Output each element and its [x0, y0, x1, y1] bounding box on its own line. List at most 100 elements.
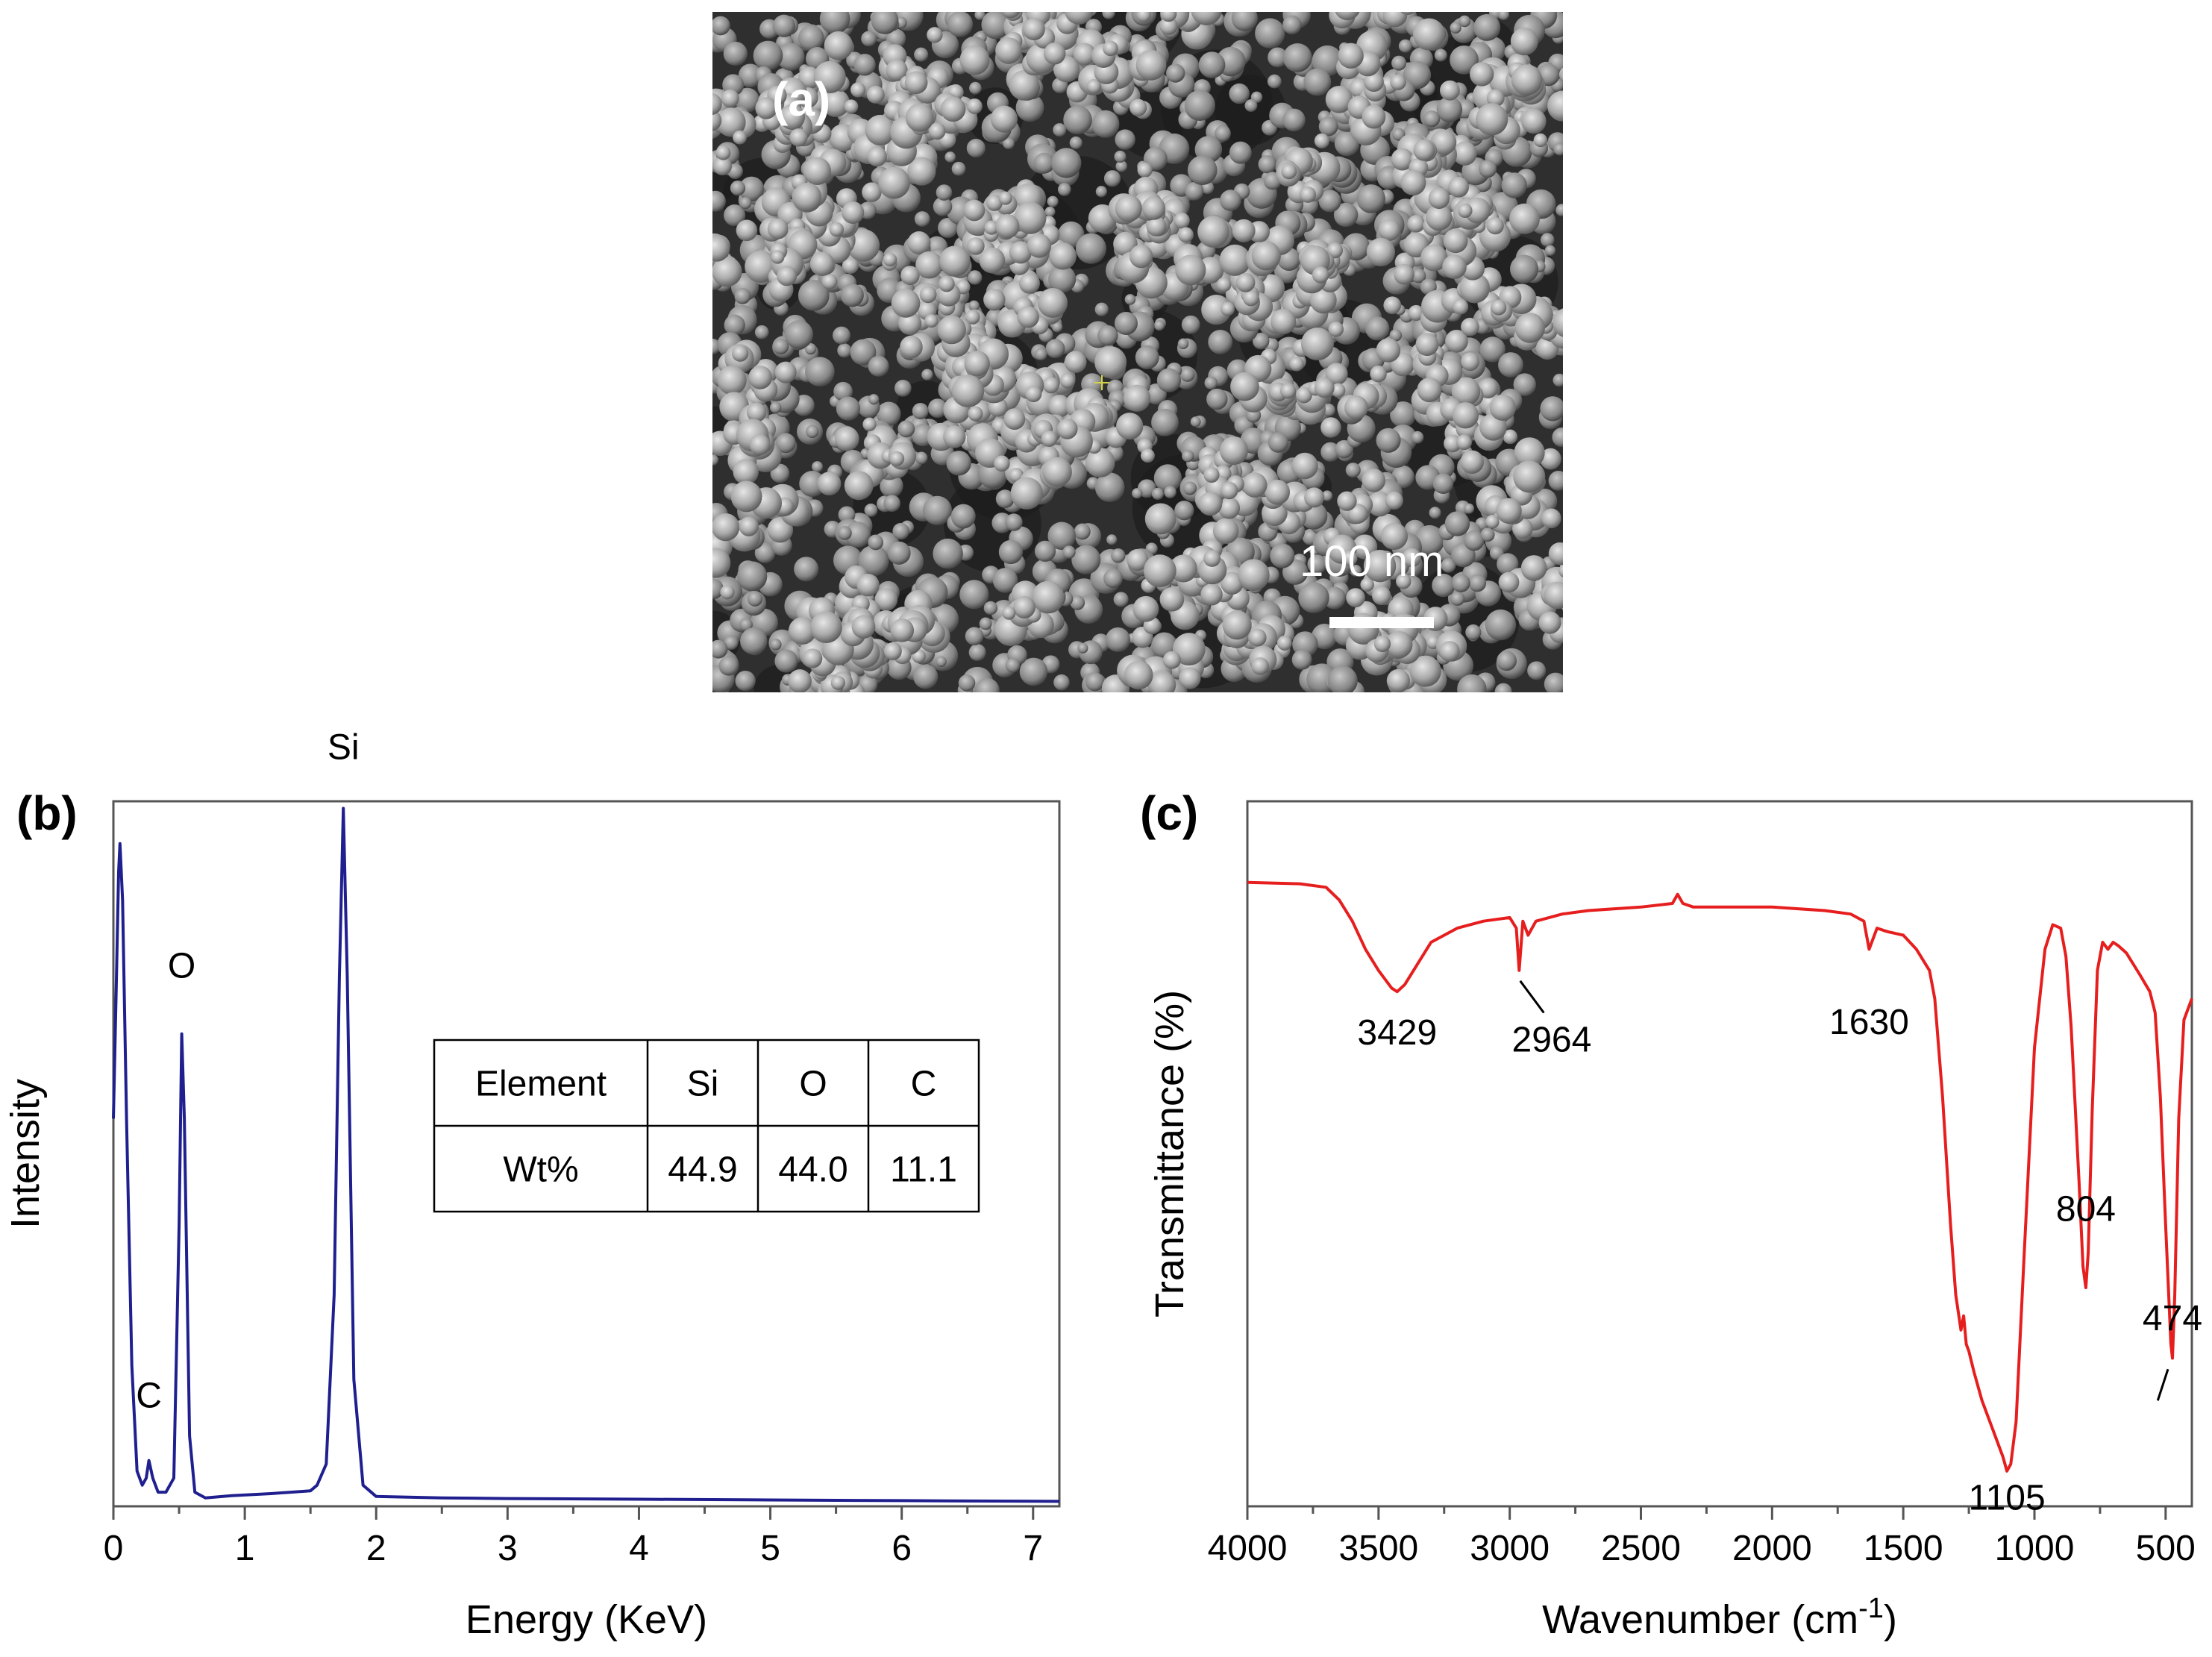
sem-particle	[799, 470, 826, 497]
sem-particle	[1215, 125, 1231, 142]
sem-particle	[1356, 184, 1385, 213]
y-axis-title: Transmittance (%)	[1147, 990, 1192, 1318]
sem-particle	[1398, 39, 1412, 53]
peak-label: 3429	[1357, 1013, 1437, 1053]
x-tick-label: 7	[1023, 1529, 1043, 1568]
sem-particle	[770, 639, 782, 651]
x-axis-title-superscript: -1	[1858, 1593, 1884, 1624]
sem-particle	[913, 664, 939, 689]
sem-particle	[1023, 18, 1045, 41]
sem-particle	[1444, 511, 1470, 536]
x-tick-label: 2500	[1601, 1529, 1681, 1568]
sem-particle	[777, 43, 805, 71]
sem-particle	[1282, 43, 1312, 72]
sem-particle	[1153, 464, 1182, 492]
table-cell: 11.1	[890, 1150, 957, 1190]
sem-particle	[921, 369, 933, 380]
sem-particle	[819, 12, 850, 34]
sem-particle	[1053, 123, 1067, 137]
sem-particle	[995, 37, 1022, 64]
sem-particle	[1473, 13, 1501, 41]
sem-image: (a) 100 nm	[712, 12, 1563, 692]
x-tick-label: 0	[104, 1529, 124, 1568]
sem-particle	[1312, 623, 1338, 650]
sem-particle	[1005, 658, 1021, 673]
table-header-cell: Si	[687, 1065, 719, 1104]
leader-line	[1519, 980, 1545, 1014]
peak-label: 804	[2056, 1189, 2116, 1229]
sem-particle	[1174, 501, 1194, 521]
sem-particle	[798, 280, 830, 311]
sem-particle	[718, 656, 739, 676]
peak-label: 2964	[1512, 1020, 1592, 1059]
sem-particle	[966, 139, 986, 158]
sem-particle	[798, 25, 824, 51]
sem-particle	[805, 357, 835, 387]
sem-particle	[833, 381, 853, 401]
sem-particle	[864, 503, 878, 517]
sem-particle	[950, 504, 976, 529]
sem-particle	[724, 314, 745, 336]
panel-label: (b)	[16, 786, 78, 840]
sem-particle	[730, 181, 746, 196]
sem-particle	[933, 538, 963, 569]
sem-particle	[1114, 311, 1138, 336]
sem-particle	[1390, 401, 1417, 428]
table-cell: 44.9	[668, 1150, 737, 1190]
sem-particle	[739, 176, 765, 202]
sem-particle	[1497, 651, 1517, 671]
sem-particle	[900, 335, 923, 359]
sem-particle	[1365, 316, 1390, 341]
sem-particle	[836, 396, 861, 421]
sem-particle	[868, 394, 880, 405]
sem-particle	[1307, 554, 1327, 574]
sem-particle	[1303, 68, 1332, 96]
sem-particle	[1045, 339, 1065, 359]
sem-particle	[1409, 655, 1441, 687]
sem-particle	[992, 568, 1018, 593]
sem-particle	[1429, 507, 1441, 519]
sem-particle	[1270, 543, 1295, 568]
sem-particle	[914, 47, 929, 62]
sem-particle	[1485, 609, 1517, 641]
sem-particle	[1052, 322, 1063, 333]
sem-particle	[1479, 336, 1506, 363]
x-tick-label: 3	[498, 1529, 518, 1568]
sem-particle	[1181, 315, 1200, 334]
sem-particle	[1268, 432, 1289, 453]
sem-particle	[1321, 490, 1333, 501]
sem-particle	[1204, 376, 1218, 390]
sem-particle	[959, 580, 989, 610]
ftir-spectrum-chart: 4000 3500 3000 2500 2000 1500 1000 500 3429 2964 1…	[1140, 786, 2202, 1642]
sem-particle	[1527, 661, 1547, 680]
sem-particle	[734, 287, 751, 304]
sem-particle	[1048, 265, 1077, 293]
sem-particle	[968, 644, 986, 661]
sem-particle	[1113, 592, 1129, 607]
sem-particle	[850, 339, 877, 366]
sem-particle	[712, 16, 730, 36]
sem-particle	[1185, 181, 1204, 201]
sem-particle	[739, 197, 752, 210]
sem-particle	[1229, 83, 1250, 104]
sem-particle	[894, 379, 912, 397]
sem-particle	[838, 506, 856, 524]
peak-label: C	[136, 1376, 162, 1416]
sem-particle	[1198, 51, 1226, 78]
sem-particle	[998, 539, 1024, 565]
sem-particle	[724, 204, 746, 227]
sem-particle	[1166, 63, 1185, 83]
sem-particle	[1051, 148, 1082, 178]
x-tick-label: 2	[366, 1529, 386, 1568]
sem-particle	[1544, 245, 1556, 257]
sem-particle	[1057, 183, 1071, 196]
sem-particle	[1441, 557, 1456, 573]
sem-particle	[1389, 329, 1403, 342]
sem-particle	[1063, 105, 1092, 135]
sem-particle	[965, 310, 980, 325]
sem-particle	[784, 320, 813, 349]
sem-particle	[1298, 582, 1329, 613]
sem-particle	[773, 338, 789, 355]
sem-particle	[775, 433, 796, 454]
sem-particle	[1156, 368, 1182, 392]
